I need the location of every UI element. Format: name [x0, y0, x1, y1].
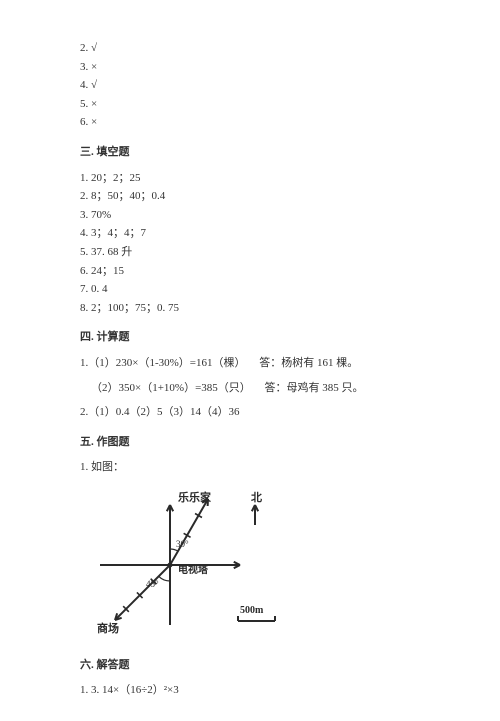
figure-caption: 1. 如图： [80, 459, 420, 477]
fill-item: 3. 70% [80, 207, 420, 225]
fill-item: 4. 3；4；4；7 [80, 225, 420, 243]
svg-text:30°: 30° [176, 539, 189, 549]
svg-text:500m: 500m [240, 605, 264, 616]
section-4-title: 四. 计算题 [80, 329, 420, 347]
calc-answer: 答：杨树有 161 棵。 [259, 357, 358, 369]
fill-item: 7. 0. 4 [80, 281, 420, 299]
section-3-title: 三. 填空题 [80, 144, 420, 162]
solve-line: 1. 3. 14×（16÷2）²×3 [80, 682, 420, 700]
tf-item: 2. √ [80, 40, 420, 58]
calc-line: 1.（1）230×（1-30%）=161（棵） 答：杨树有 161 棵。 [80, 355, 420, 373]
tf-item: 4. √ [80, 77, 420, 95]
section-6-title: 六. 解答题 [80, 657, 420, 675]
tf-item: 5. × [80, 96, 420, 114]
calc-line: 2.（1）0.4（2）5（3）14（4）36 [80, 404, 420, 422]
section-3-list: 1. 20；2；25 2. 8；50；40；0.4 3. 70% 4. 3；4；… [80, 170, 420, 318]
tf-item: 3. × [80, 59, 420, 77]
section-5-title: 五. 作图题 [80, 434, 420, 452]
calc-expr: （2）350×（1+10%）=385（只） [91, 382, 251, 394]
tf-list: 2. √ 3. × 4. √ 5. × 6. × [80, 40, 420, 132]
diagram-svg: 乐乐家 30° 45° 电视塔商场 北 500m [80, 485, 300, 645]
calc-line: （2）350×（1+10%）=385（只） 答：母鸡有 385 只。 [80, 380, 420, 398]
fill-item: 5. 37. 68 升 [80, 244, 420, 262]
svg-text:北: 北 [251, 490, 262, 504]
fill-item: 2. 8；50；40；0.4 [80, 188, 420, 206]
svg-text:商场: 商场 [97, 621, 119, 635]
fill-item: 6. 24；15 [80, 263, 420, 281]
calc-answer: 答：母鸡有 385 只。 [265, 382, 364, 394]
page: 2. √ 3. × 4. √ 5. × 6. × 三. 填空题 1. 20；2；… [0, 0, 500, 721]
tf-item: 6. × [80, 114, 420, 132]
svg-text:乐乐家: 乐乐家 [178, 490, 212, 504]
fill-item: 8. 2；100；75；0. 75 [80, 300, 420, 318]
calc-expr: 1.（1）230×（1-30%）=161（棵） [80, 357, 245, 369]
direction-diagram: 乐乐家 30° 45° 电视塔商场 北 500m [80, 485, 420, 645]
fill-item: 1. 20；2；25 [80, 170, 420, 188]
svg-text:45°: 45° [146, 579, 159, 589]
svg-text:电视塔: 电视塔 [178, 563, 209, 576]
